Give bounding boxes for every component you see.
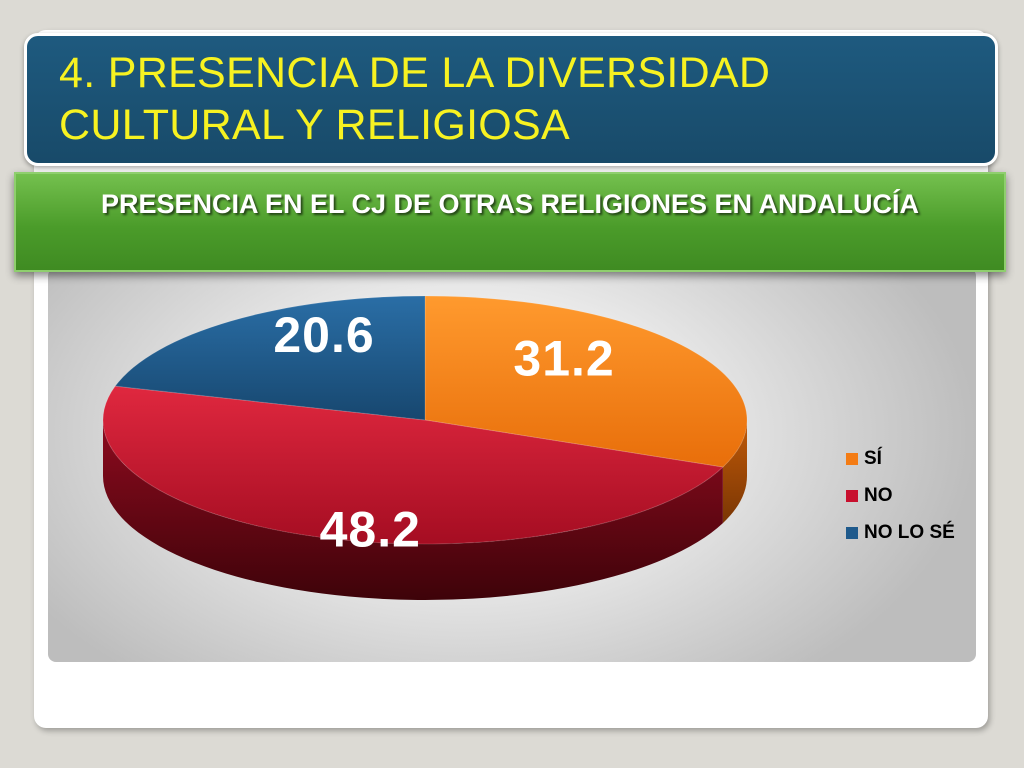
legend-label-no-lo-se: NO LO SÉ	[864, 521, 955, 543]
slide-title: 4. PRESENCIA DE LA DIVERSIDAD CULTURAL Y…	[59, 49, 771, 149]
legend-label-si: SÍ	[864, 447, 882, 469]
pie-side-no	[103, 420, 723, 601]
pie-value-label-si: 31.2	[513, 330, 614, 386]
subtitle-bar: PRESENCIA EN EL CJ DE OTRAS RELIGIONES E…	[14, 172, 1006, 272]
legend-swatch-si	[846, 452, 858, 465]
legend: SÍ NO NO LO SÉ	[846, 440, 955, 551]
legend-item-no-lo-se: NO LO SÉ	[846, 514, 955, 551]
legend-swatch-no-lo-se	[846, 526, 858, 539]
chart-title: PRESENCIA EN EL CJ DE OTRAS RELIGIONES E…	[100, 189, 920, 219]
legend-label-no: NO	[864, 484, 893, 506]
pie-value-label-no: 48.2	[320, 502, 421, 558]
legend-item-no: NO	[846, 477, 955, 514]
pie-slice-si	[424, 295, 748, 468]
pie-value-label-no-lo-se: 20.6	[273, 307, 374, 363]
pie-side-si	[722, 420, 747, 524]
pie-slice-no-lo-se	[114, 295, 426, 421]
pie-slice-no	[102, 385, 724, 545]
title-bar: 4. PRESENCIA DE LA DIVERSIDAD CULTURAL Y…	[24, 33, 998, 166]
legend-swatch-no	[846, 489, 858, 502]
legend-item-si: SÍ	[846, 440, 955, 477]
